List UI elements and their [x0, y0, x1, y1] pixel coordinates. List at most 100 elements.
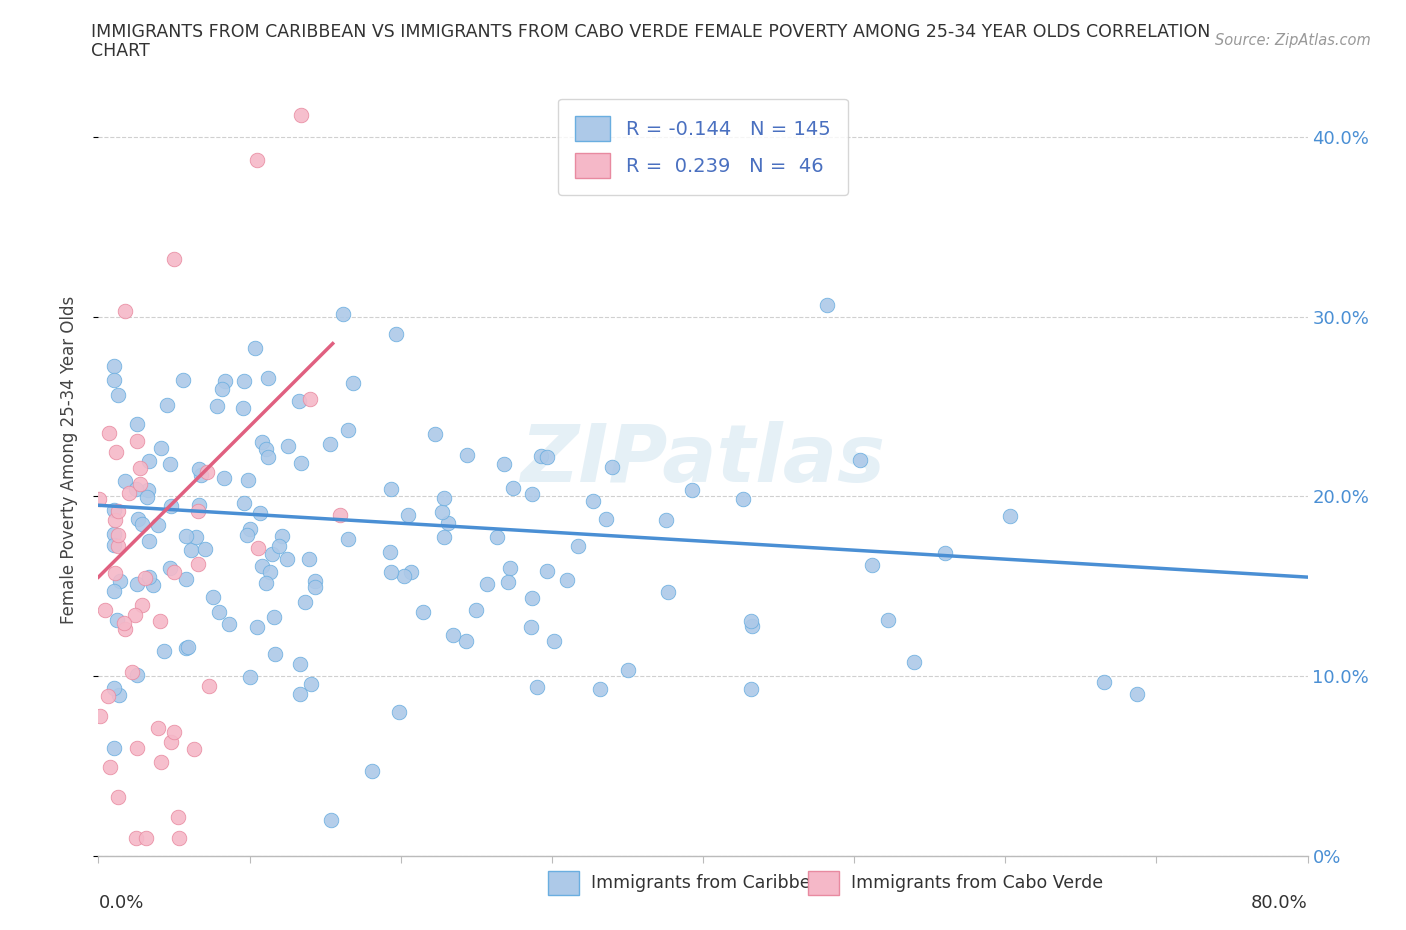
- Point: [176, 571, 198, 586]
- Point: [103, 502, 125, 517]
- Point: [276, 551, 298, 566]
- Point: [412, 604, 434, 619]
- Point: [127, 668, 149, 683]
- Text: ZIPatlas: ZIPatlas: [520, 421, 886, 499]
- Point: [103, 740, 125, 755]
- Point: [329, 508, 352, 523]
- Point: [167, 830, 190, 845]
- Point: [176, 641, 198, 656]
- Point: [89, 709, 111, 724]
- Point: [125, 830, 148, 845]
- Point: [262, 546, 284, 561]
- Point: [129, 476, 152, 491]
- Point: [456, 447, 478, 462]
- Point: [600, 459, 623, 474]
- Point: [485, 529, 508, 544]
- Point: [135, 830, 157, 845]
- Point: [232, 400, 254, 415]
- Point: [681, 483, 703, 498]
- Point: [114, 303, 136, 318]
- Point: [555, 573, 578, 588]
- Point: [499, 561, 522, 576]
- Point: [441, 628, 464, 643]
- Point: [107, 503, 129, 518]
- Point: [526, 679, 548, 694]
- Point: [183, 741, 205, 756]
- Point: [298, 392, 321, 406]
- Point: [567, 538, 589, 553]
- Point: [187, 556, 209, 571]
- Point: [190, 467, 212, 482]
- Point: [214, 471, 236, 485]
- Point: [160, 498, 183, 513]
- Point: [290, 108, 312, 123]
- Point: [277, 439, 299, 454]
- Point: [146, 721, 169, 736]
- Point: [103, 359, 125, 374]
- Point: [337, 422, 360, 437]
- Point: [105, 445, 128, 459]
- Point: [298, 551, 321, 566]
- Point: [108, 574, 131, 589]
- Point: [235, 527, 257, 542]
- Point: [304, 574, 326, 589]
- Point: [131, 597, 153, 612]
- Point: [318, 436, 340, 451]
- Point: [129, 460, 152, 475]
- Point: [1092, 674, 1115, 689]
- Point: [588, 682, 610, 697]
- Point: [380, 481, 402, 496]
- Point: [103, 583, 125, 598]
- Point: [530, 448, 553, 463]
- Point: [849, 452, 872, 467]
- Point: [125, 434, 148, 449]
- Y-axis label: Female Poverty Among 25-34 Year Olds: Female Poverty Among 25-34 Year Olds: [59, 297, 77, 624]
- Point: [657, 584, 679, 599]
- Point: [815, 298, 838, 312]
- Point: [423, 427, 446, 442]
- Point: [520, 591, 543, 605]
- Point: [245, 340, 267, 355]
- Point: [198, 679, 221, 694]
- Point: [396, 508, 419, 523]
- Point: [103, 526, 125, 541]
- Point: [903, 655, 925, 670]
- Point: [454, 633, 477, 648]
- Point: [740, 682, 762, 697]
- Point: [124, 607, 146, 622]
- Point: [125, 482, 148, 497]
- Text: Immigrants from Cabo Verde: Immigrants from Cabo Verde: [851, 874, 1102, 892]
- Point: [211, 381, 233, 396]
- Point: [332, 307, 354, 322]
- Point: [740, 614, 762, 629]
- Point: [167, 810, 190, 825]
- Point: [430, 504, 453, 519]
- Point: [114, 473, 136, 488]
- Point: [520, 486, 543, 501]
- Point: [107, 538, 129, 553]
- Point: [107, 527, 129, 542]
- Point: [477, 577, 499, 591]
- Point: [104, 513, 127, 528]
- Point: [125, 417, 148, 432]
- Point: [87, 492, 110, 507]
- Point: [246, 153, 269, 167]
- Point: [543, 634, 565, 649]
- Point: [177, 640, 200, 655]
- Text: Source: ZipAtlas.com: Source: ZipAtlas.com: [1215, 33, 1371, 47]
- Point: [214, 374, 236, 389]
- Point: [388, 705, 411, 720]
- Point: [433, 529, 456, 544]
- Point: [107, 388, 129, 403]
- Point: [934, 546, 956, 561]
- Point: [494, 457, 516, 472]
- Point: [246, 619, 269, 634]
- Point: [256, 449, 278, 464]
- Point: [741, 618, 763, 633]
- Point: [121, 664, 143, 679]
- Point: [131, 516, 153, 531]
- Text: Immigrants from Caribbean: Immigrants from Caribbean: [591, 874, 832, 892]
- Point: [239, 670, 262, 684]
- Point: [294, 594, 316, 609]
- Point: [114, 622, 136, 637]
